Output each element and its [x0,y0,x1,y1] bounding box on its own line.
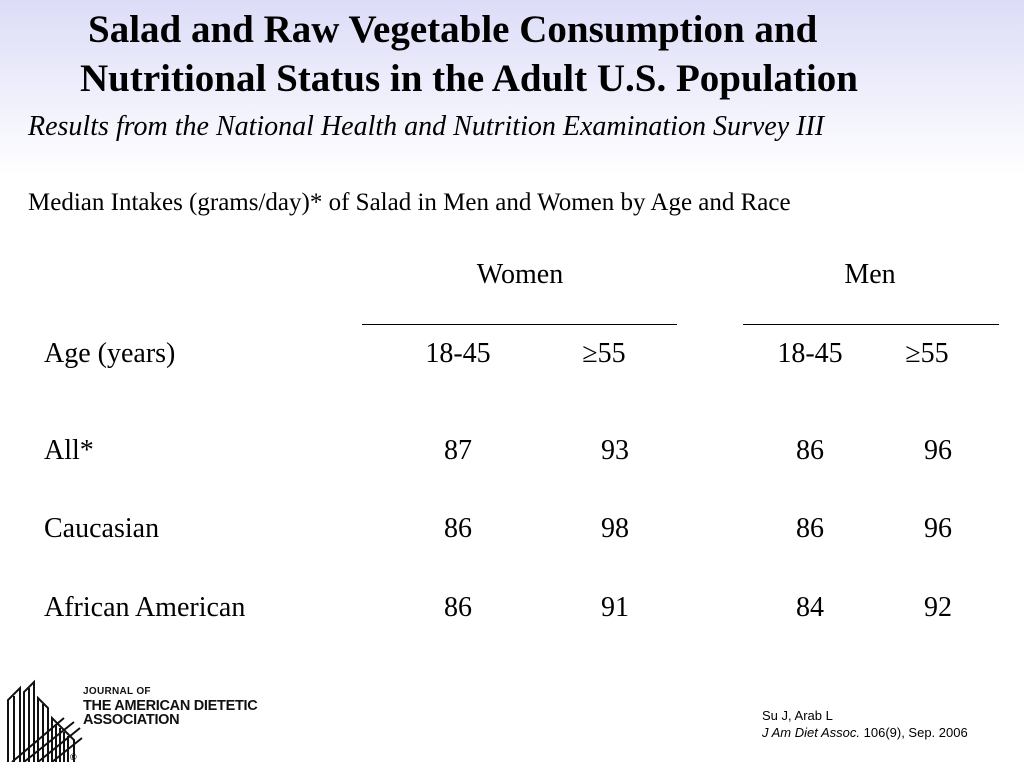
title-line-2: Nutritional Status in the Adult U.S. Pop… [80,57,859,100]
col-men-55-plus: ≥55 [905,338,949,369]
table-cell: 98 [601,513,629,544]
table-cell: 93 [601,435,629,466]
journal-logo-line-2: THE AMERICAN DIETETIC [83,698,258,714]
citation-authors: Su J, Arab L [762,708,833,723]
table-cell: 86 [444,592,472,623]
table-cell: 92 [924,592,952,623]
table-cell: 86 [444,513,472,544]
col-men-18-45: 18-45 [777,338,843,369]
registered-mark: ® [70,752,77,762]
group-header-men: Men [844,259,896,290]
row-label: All* [44,435,94,466]
journal-logo-icon: ® [7,679,83,762]
col-women-18-45: 18-45 [425,338,491,369]
table-cell: 87 [444,435,472,466]
row-header-age: Age (years) [44,338,176,369]
men-divider-line [743,324,999,325]
group-header-women: Women [476,259,564,290]
col-women-55-plus: ≥55 [582,338,626,369]
citation: Su J, Arab L J Am Diet Assoc. 106(9), Se… [762,707,968,741]
citation-source: J Am Diet Assoc. 106(9), Sep. 2006 [762,724,968,741]
table-caption: Median Intakes (grams/day)* of Salad in … [28,189,791,216]
table-cell: 96 [924,513,952,544]
table-cell: 86 [796,513,824,544]
table-cell: 96 [924,435,952,466]
journal-logo-text: JOURNAL OF THE AMERICAN DIETETIC ASSOCIA… [83,685,258,728]
slide-subtitle: Results from the National Health and Nut… [28,111,825,142]
citation-details: 106(9), Sep. 2006 [860,725,968,740]
journal-logo-line-1: JOURNAL OF [83,686,151,697]
journal-logo-line-3: ASSOCIATION [83,712,180,728]
row-label: Caucasian [44,513,160,544]
row-label: African American [44,592,246,623]
table-cell: 84 [796,592,824,623]
citation-journal: J Am Diet Assoc. [762,725,861,740]
table-cell: 86 [796,435,824,466]
table-cell: 91 [601,592,629,623]
women-divider-line [362,324,677,325]
title-line-1: Salad and Raw Vegetable Consumption and [88,8,818,51]
